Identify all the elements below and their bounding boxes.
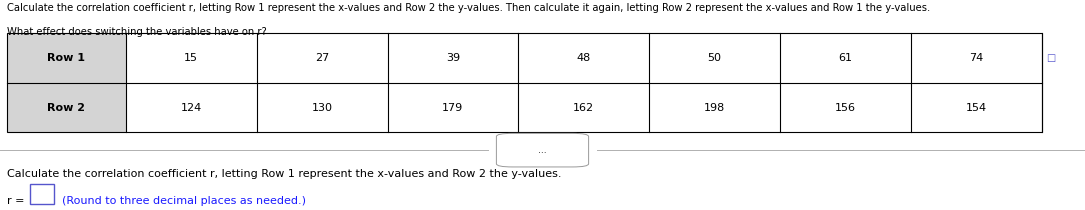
Text: 27: 27 [315, 53, 329, 63]
Text: Row 1: Row 1 [47, 53, 86, 63]
Bar [7, 83, 126, 132]
Bar [30, 184, 54, 204]
Text: 156: 156 [834, 103, 856, 113]
Bar [7, 33, 1042, 132]
Text: Row 2: Row 2 [47, 103, 86, 113]
FancyBboxPatch shape [496, 133, 588, 167]
Text: What effect does switching the variables have on r?: What effect does switching the variables… [7, 27, 266, 37]
Text: 130: 130 [311, 103, 333, 113]
Text: 154: 154 [966, 103, 986, 113]
Text: 15: 15 [184, 53, 199, 63]
Text: □: □ [1046, 53, 1056, 63]
Text: 50: 50 [707, 53, 722, 63]
Text: (Round to three decimal places as needed.): (Round to three decimal places as needed… [62, 196, 306, 206]
Text: 61: 61 [839, 53, 853, 63]
Text: Calculate the correlation coefficient r, letting Row 1 represent the x-values an: Calculate the correlation coefficient r,… [7, 169, 561, 179]
Text: 39: 39 [446, 53, 460, 63]
Text: 124: 124 [180, 103, 202, 113]
Text: 48: 48 [576, 53, 591, 63]
Text: 162: 162 [573, 103, 595, 113]
Bar [7, 33, 126, 83]
Text: 74: 74 [969, 53, 983, 63]
Text: 179: 179 [443, 103, 463, 113]
Text: r =: r = [7, 196, 24, 206]
Text: ...: ... [538, 146, 547, 155]
Text: Calculate the correlation coefficient r, letting Row 1 represent the x-values an: Calculate the correlation coefficient r,… [7, 3, 930, 13]
Text: 198: 198 [704, 103, 725, 113]
